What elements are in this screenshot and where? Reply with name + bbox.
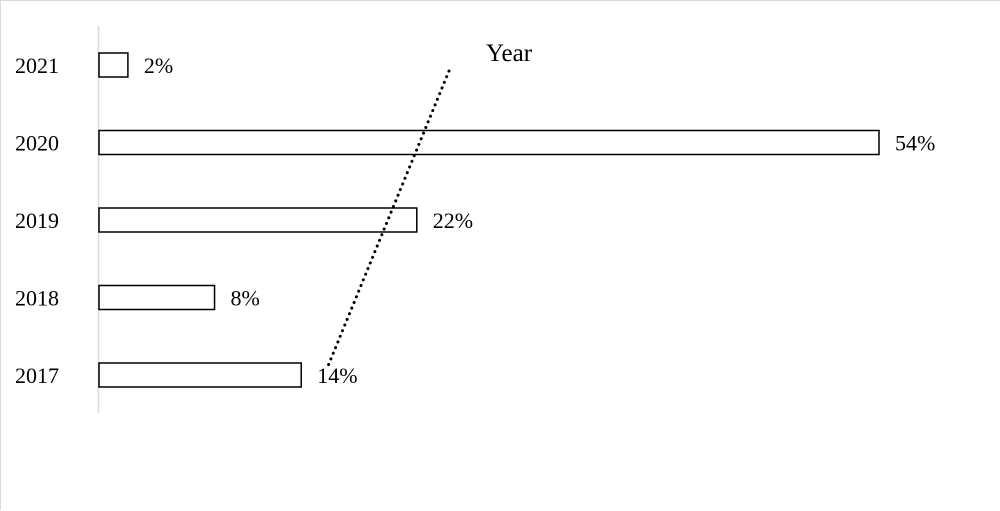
value-label-2017: 14% <box>317 363 357 388</box>
category-label-2017: 2017 <box>15 363 59 388</box>
value-label-2019: 22% <box>433 208 473 233</box>
category-label-2019: 2019 <box>15 208 59 233</box>
chart-title: Year <box>486 40 533 67</box>
bars <box>98 52 880 388</box>
category-label-2018: 2018 <box>15 286 59 311</box>
bar-2020 <box>98 129 880 156</box>
category-labels: 2021 2020 2019 2018 2017 <box>15 53 59 388</box>
bar-2021 <box>98 52 129 78</box>
bar-2017 <box>98 362 302 388</box>
bar-2019 <box>98 207 418 233</box>
value-label-2018: 8% <box>231 286 260 311</box>
trendline <box>325 69 451 371</box>
value-label-2020: 54% <box>895 131 935 156</box>
category-label-2020: 2020 <box>15 131 59 156</box>
bar-2018 <box>98 284 216 311</box>
value-labels: 2% 54% 22% 8% 14% <box>144 53 935 388</box>
value-label-2021: 2% <box>144 53 173 78</box>
category-label-2021: 2021 <box>15 53 59 78</box>
